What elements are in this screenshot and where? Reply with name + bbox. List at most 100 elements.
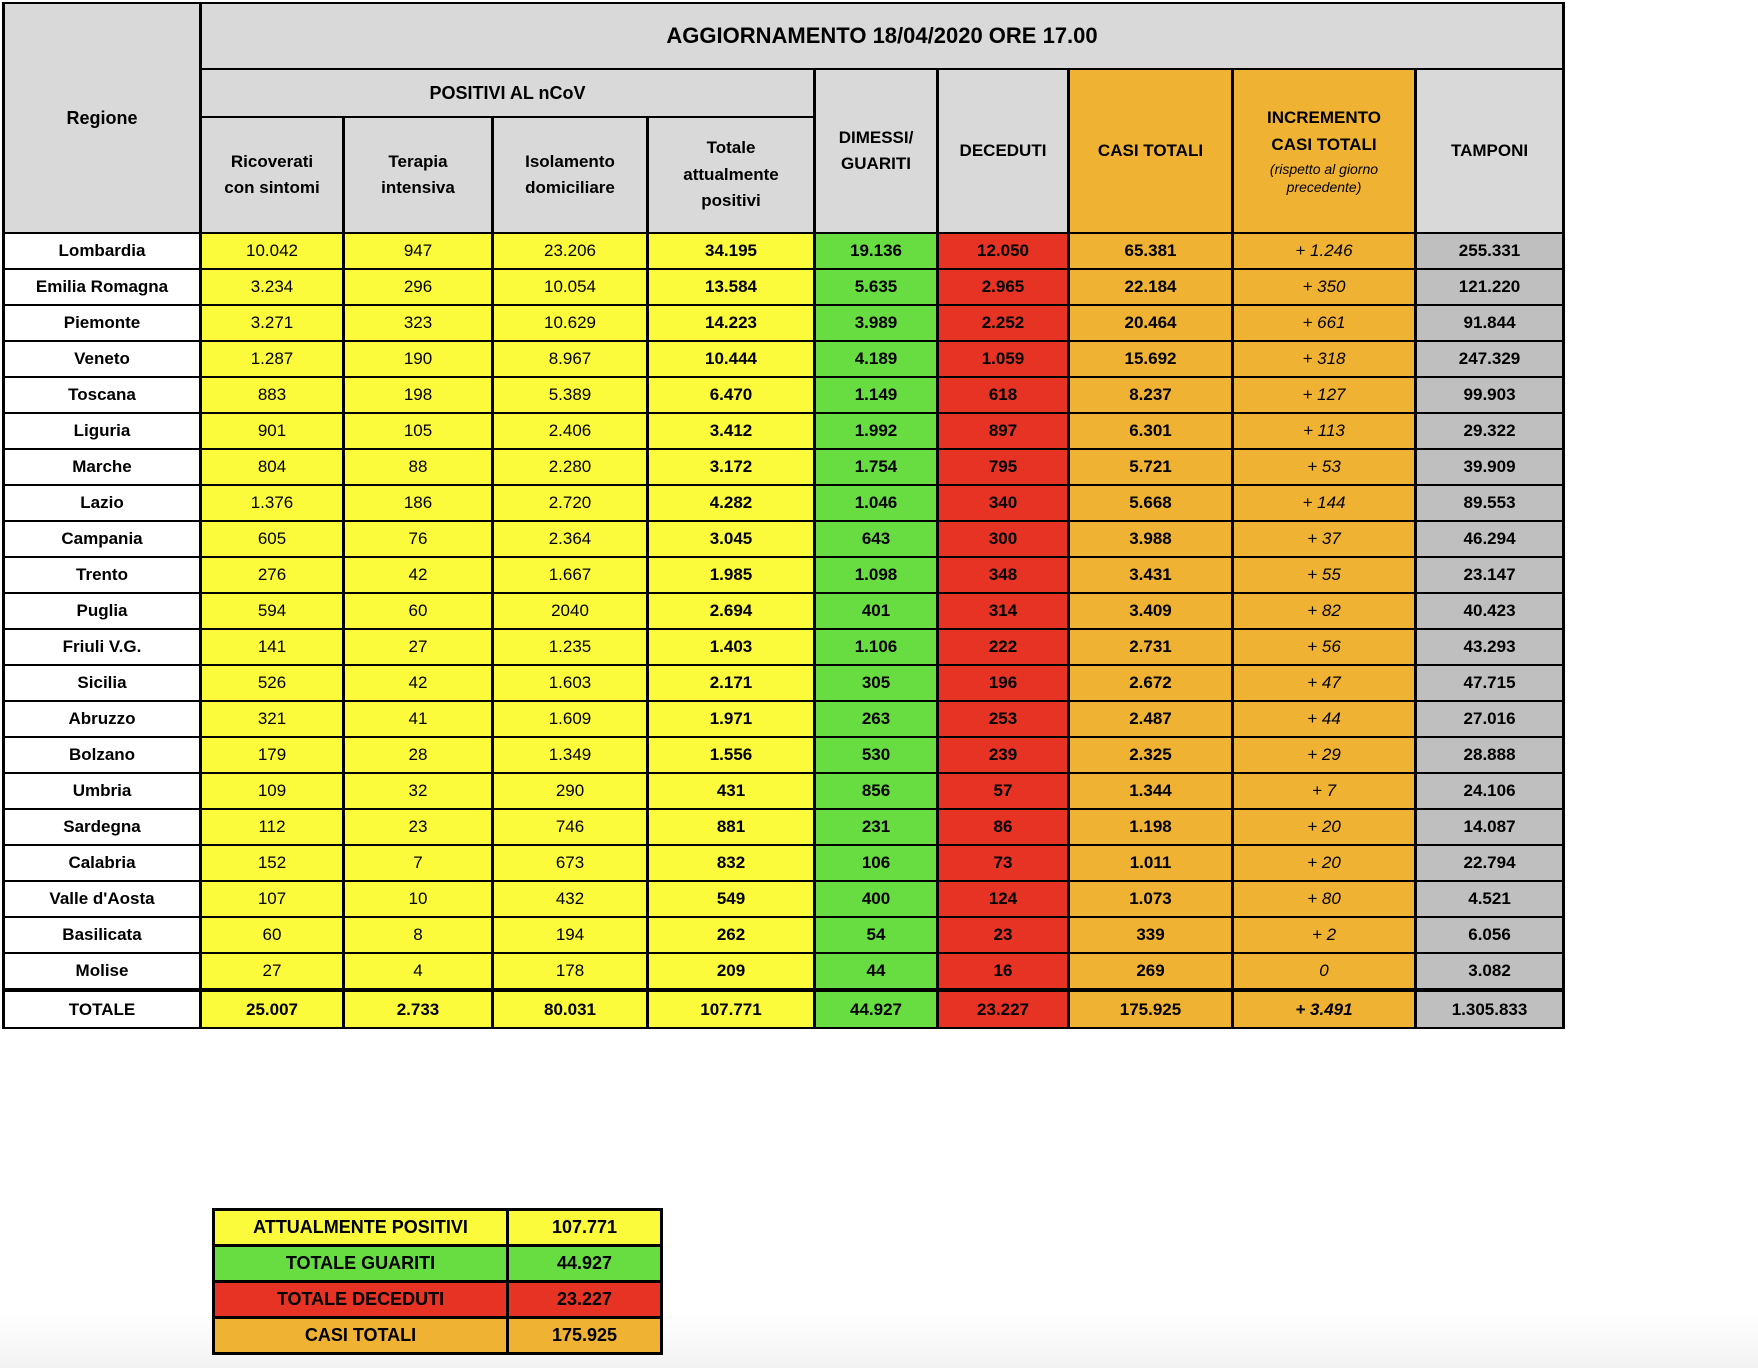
cell-casi-totali: 3.409 bbox=[1067, 592, 1234, 630]
cell-deceduti: 16 bbox=[936, 952, 1070, 991]
cell-terapia-intensiva: 27 bbox=[342, 628, 494, 666]
cell-ricoverati: 3.271 bbox=[199, 304, 345, 342]
cell-incremento: + 56 bbox=[1231, 628, 1417, 666]
region-name: Umbria bbox=[2, 772, 202, 810]
totale-row: TOTALE 25.007 2.733 80.031 107.771 44.927 23.2… bbox=[2, 988, 1566, 1029]
cell-dimessi-guariti: 5.635 bbox=[813, 268, 939, 306]
cell-dimessi-guariti: 1.046 bbox=[813, 484, 939, 522]
region-name: Lombardia bbox=[2, 232, 202, 270]
cell-tamponi: 6.056 bbox=[1413, 916, 1566, 954]
cell-tamponi: 1.305.833 bbox=[1413, 988, 1566, 1029]
cell-casi-totali: 8.237 bbox=[1067, 376, 1234, 414]
cell-isolamento: 178 bbox=[491, 952, 649, 991]
table-row: Friuli V.G. 141 27 1.235 1.403 1.106 222 2.731 +… bbox=[2, 628, 1566, 666]
cell-isolamento: 23.206 bbox=[491, 232, 649, 270]
cell-ricoverati: 25.007 bbox=[199, 988, 345, 1029]
cell-terapia-intensiva: 105 bbox=[342, 412, 494, 450]
cell-casi-totali: 175.925 bbox=[1067, 988, 1234, 1029]
cell-casi-totali: 269 bbox=[1067, 952, 1234, 991]
region-name: Calabria bbox=[2, 844, 202, 882]
cell-totale-positivi: 10.444 bbox=[646, 340, 816, 378]
cell-deceduti: 23 bbox=[936, 916, 1070, 954]
cell-casi-totali: 2.487 bbox=[1067, 700, 1234, 738]
cell-casi-totali: 6.301 bbox=[1067, 412, 1234, 450]
table-row: Piemonte 3.271 323 10.629 14.223 3.989 2.252 20… bbox=[2, 304, 1566, 342]
cell-casi-totali: 1.011 bbox=[1067, 844, 1234, 882]
summary-label: TOTALE DECEDUTI bbox=[212, 1280, 509, 1319]
summary-label: CASI TOTALI bbox=[212, 1316, 509, 1355]
cell-ricoverati: 526 bbox=[199, 664, 345, 702]
cell-incremento: + 20 bbox=[1231, 808, 1417, 846]
cell-isolamento: 2.364 bbox=[491, 520, 649, 558]
header-terapia: Terapia intensiva bbox=[342, 116, 494, 234]
cell-tamponi: 14.087 bbox=[1413, 808, 1566, 846]
cell-terapia-intensiva: 323 bbox=[342, 304, 494, 342]
table-row: Veneto 1.287 190 8.967 10.444 4.189 1.059 15.69… bbox=[2, 340, 1566, 378]
region-name: Molise bbox=[2, 952, 202, 991]
cell-totale-positivi: 209 bbox=[646, 952, 816, 991]
cell-deceduti: 239 bbox=[936, 736, 1070, 774]
cell-dimessi-guariti: 231 bbox=[813, 808, 939, 846]
cell-terapia-intensiva: 186 bbox=[342, 484, 494, 522]
cell-isolamento: 80.031 bbox=[491, 988, 649, 1029]
cell-terapia-intensiva: 4 bbox=[342, 952, 494, 991]
cell-dimessi-guariti: 54 bbox=[813, 916, 939, 954]
table-row: Puglia 594 60 2040 2.694 401 314 3.409 + 82 40.42… bbox=[2, 592, 1566, 630]
cell-casi-totali: 1.344 bbox=[1067, 772, 1234, 810]
cell-incremento: + 144 bbox=[1231, 484, 1417, 522]
summary-row: TOTALE GUARITI 44.927 bbox=[212, 1244, 663, 1283]
cell-totale-positivi: 832 bbox=[646, 844, 816, 882]
region-name: Emilia Romagna bbox=[2, 268, 202, 306]
cell-tamponi: 27.016 bbox=[1413, 700, 1566, 738]
cell-deceduti: 348 bbox=[936, 556, 1070, 594]
cell-dimessi-guariti: 3.989 bbox=[813, 304, 939, 342]
header-deceduti: DECEDUTI bbox=[936, 68, 1070, 234]
cell-dimessi-guariti: 1.754 bbox=[813, 448, 939, 486]
cell-terapia-intensiva: 32 bbox=[342, 772, 494, 810]
header-incremento: INCREMENTO CASI TOTALI (rispetto al giorn… bbox=[1231, 68, 1417, 234]
cell-dimessi-guariti: 19.136 bbox=[813, 232, 939, 270]
region-name: Valle d'Aosta bbox=[2, 880, 202, 918]
cell-isolamento: 8.967 bbox=[491, 340, 649, 378]
cell-casi-totali: 3.431 bbox=[1067, 556, 1234, 594]
region-name: Friuli V.G. bbox=[2, 628, 202, 666]
cell-totale-positivi: 549 bbox=[646, 880, 816, 918]
cell-tamponi: 47.715 bbox=[1413, 664, 1566, 702]
table-row: Abruzzo 321 41 1.609 1.971 263 253 2.487 + 44 27.… bbox=[2, 700, 1566, 738]
cell-terapia-intensiva: 10 bbox=[342, 880, 494, 918]
cell-tamponi: 46.294 bbox=[1413, 520, 1566, 558]
cell-casi-totali: 22.184 bbox=[1067, 268, 1234, 306]
cell-tamponi: 23.147 bbox=[1413, 556, 1566, 594]
cell-incremento: + 318 bbox=[1231, 340, 1417, 378]
cell-terapia-intensiva: 296 bbox=[342, 268, 494, 306]
summary-label: ATTUALMENTE POSITIVI bbox=[212, 1208, 509, 1247]
table-title: AGGIORNAMENTO 18/04/2020 ORE 17.00 bbox=[198, 2, 1566, 70]
cell-tamponi: 121.220 bbox=[1413, 268, 1566, 306]
cell-ricoverati: 141 bbox=[199, 628, 345, 666]
cell-tamponi: 24.106 bbox=[1413, 772, 1566, 810]
region-name: Puglia bbox=[2, 592, 202, 630]
region-name: Bolzano bbox=[2, 736, 202, 774]
cell-deceduti: 12.050 bbox=[936, 232, 1070, 270]
region-name: Lazio bbox=[2, 484, 202, 522]
cell-casi-totali: 1.198 bbox=[1067, 808, 1234, 846]
cell-ricoverati: 10.042 bbox=[199, 232, 345, 270]
table-row: Emilia Romagna 3.234 296 10.054 13.584 5.635 2… bbox=[2, 268, 1566, 306]
cell-ricoverati: 321 bbox=[199, 700, 345, 738]
header-casi-totali: CASI TOTALI bbox=[1067, 68, 1234, 234]
cell-ricoverati: 594 bbox=[199, 592, 345, 630]
cell-casi-totali: 2.325 bbox=[1067, 736, 1234, 774]
summary-value: 23.227 bbox=[506, 1280, 663, 1319]
cell-dimessi-guariti: 643 bbox=[813, 520, 939, 558]
cell-ricoverati: 605 bbox=[199, 520, 345, 558]
cell-tamponi: 3.082 bbox=[1413, 952, 1566, 991]
cell-tamponi: 247.329 bbox=[1413, 340, 1566, 378]
cell-casi-totali: 2.731 bbox=[1067, 628, 1234, 666]
cell-totale-positivi: 431 bbox=[646, 772, 816, 810]
cell-dimessi-guariti: 401 bbox=[813, 592, 939, 630]
cell-terapia-intensiva: 28 bbox=[342, 736, 494, 774]
cell-tamponi: 4.521 bbox=[1413, 880, 1566, 918]
cell-ricoverati: 107 bbox=[199, 880, 345, 918]
cell-ricoverati: 1.376 bbox=[199, 484, 345, 522]
